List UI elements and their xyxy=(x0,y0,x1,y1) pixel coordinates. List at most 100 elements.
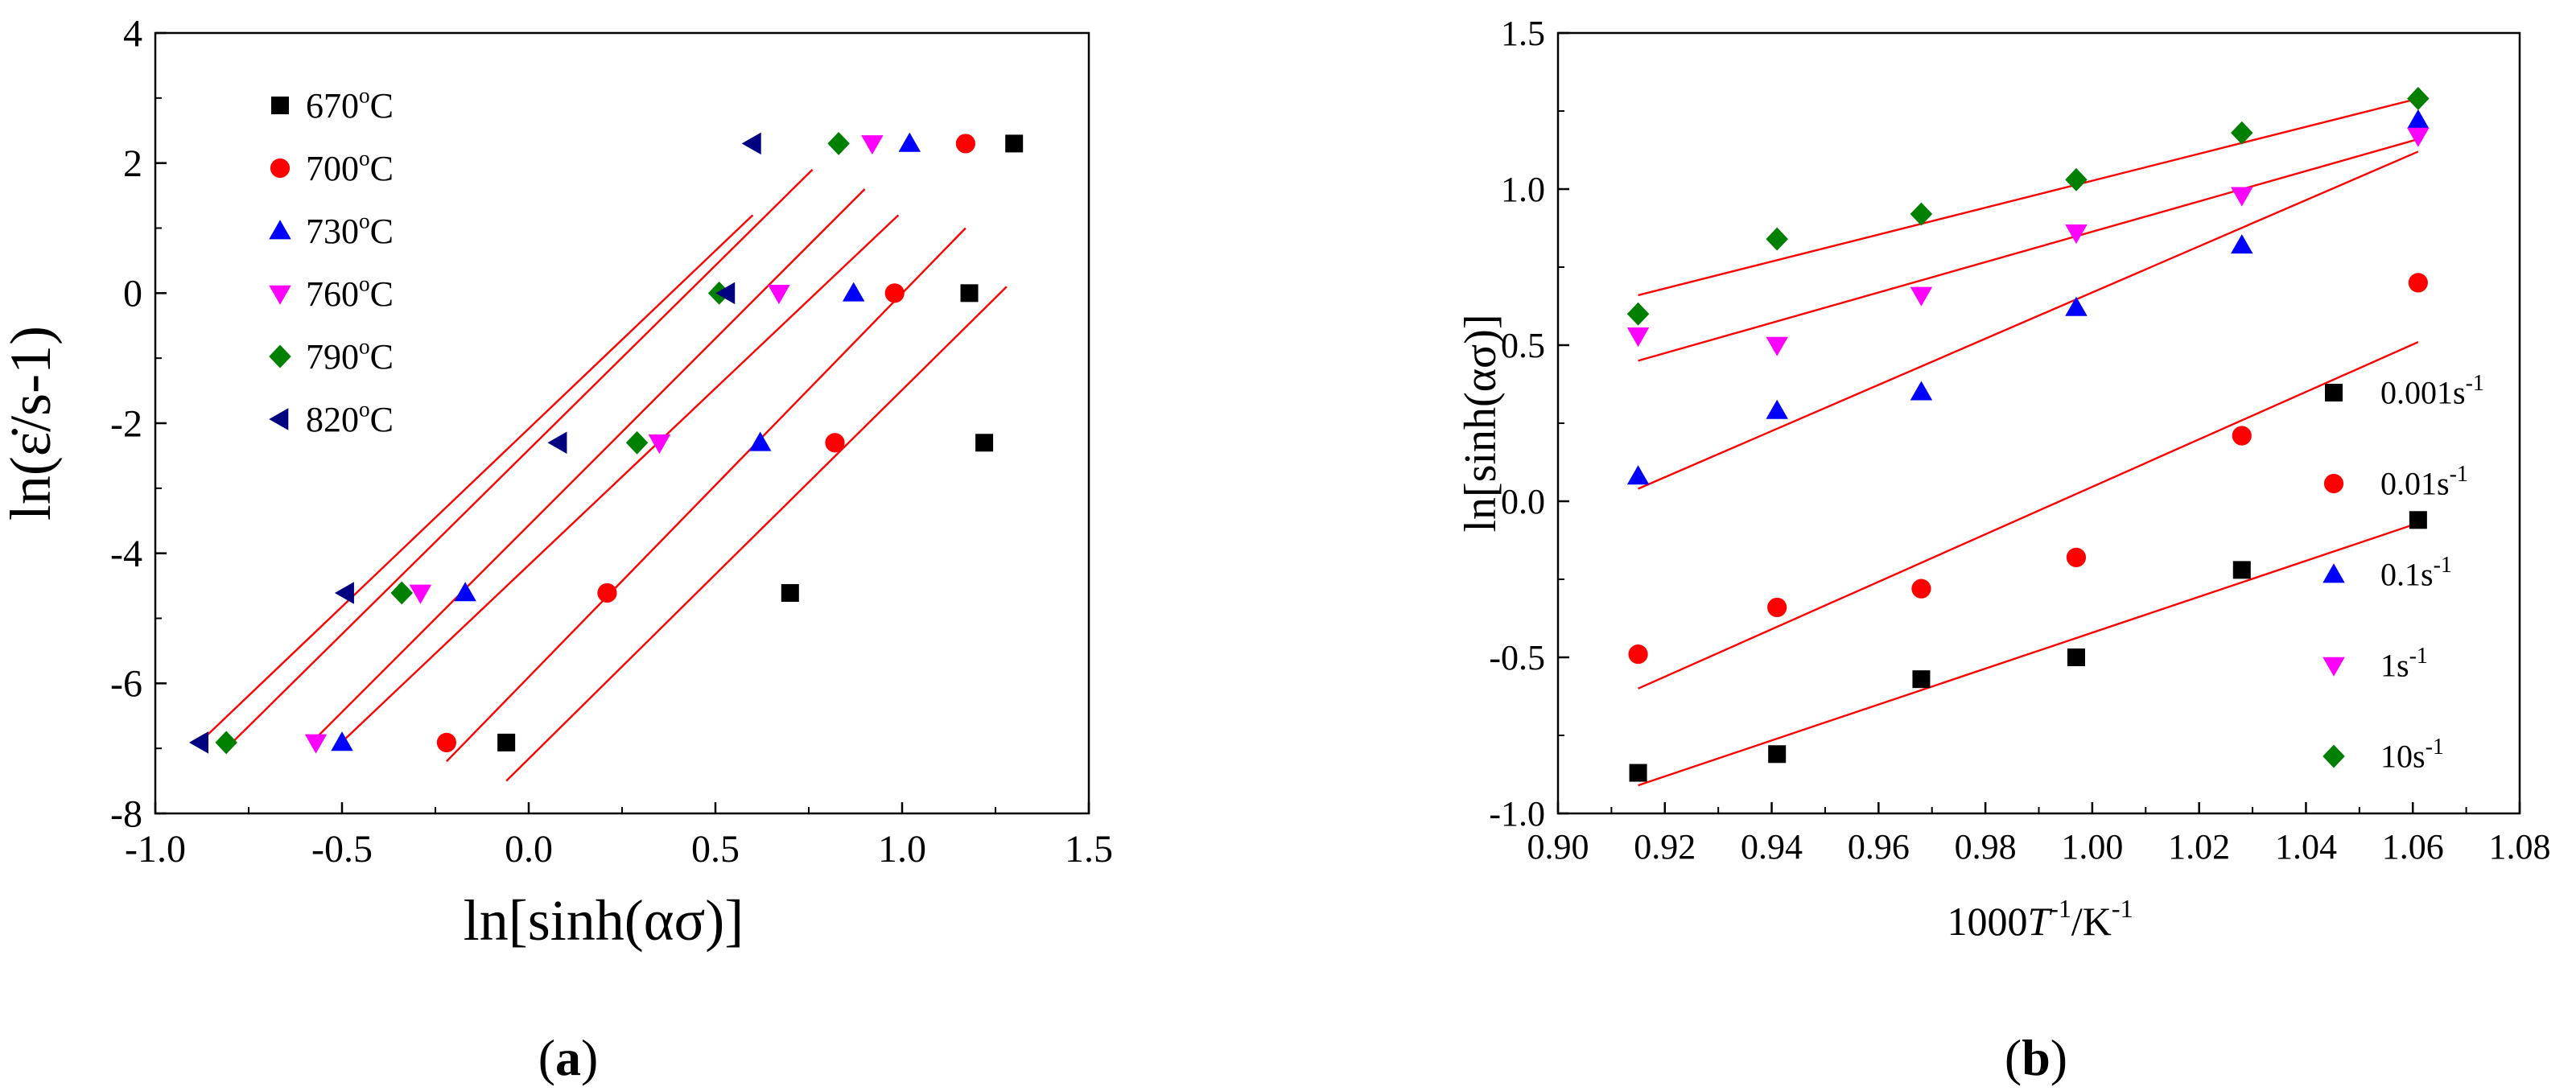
data-point-0_001s xyxy=(1768,745,1787,764)
y-tick-label: 0.5 xyxy=(1501,326,1545,365)
data-point-790 xyxy=(215,731,237,755)
y-tick-label: 0 xyxy=(123,273,142,315)
panel-b-caption: (b) xyxy=(2005,1029,2067,1086)
data-point-760 xyxy=(648,434,671,454)
data-point-700 xyxy=(955,134,975,154)
panel-b-x-axis-label: 1000T-1/K-1 xyxy=(1947,894,2133,944)
legend-marker-790 xyxy=(269,344,291,368)
data-point-700 xyxy=(884,283,905,303)
data-point-0_1s xyxy=(2065,296,2088,316)
y-tick-label: 1.0 xyxy=(1501,170,1545,209)
panel-a-data-points xyxy=(188,131,1024,755)
x-tick-label: 1.5 xyxy=(1065,828,1113,871)
x-tick-label: 0.94 xyxy=(1741,827,1803,867)
data-point-1s xyxy=(1766,336,1788,356)
y-tick-label: 1.5 xyxy=(1501,14,1545,53)
legend-label: 1s-1 xyxy=(2380,644,2428,684)
panel-a: -1.0 -0.5 0.0 0.5 1.0 1.5 -8 -6 -4 -2 0 2 4 670oC 700… xyxy=(0,12,1113,1086)
x-tick-label: 1.00 xyxy=(2061,827,2123,867)
legend-label: 700oC xyxy=(306,146,394,187)
x-tick-label: 0.0 xyxy=(505,828,553,871)
fit-line-1s xyxy=(1638,138,2419,362)
data-point-0_001s xyxy=(2232,561,2251,579)
y-tick-label: -6 xyxy=(110,663,142,706)
y-tick-label: -4 xyxy=(110,533,142,575)
data-point-730 xyxy=(331,731,353,751)
data-point-1s xyxy=(2407,127,2430,147)
panel-b-plot-frame xyxy=(1556,31,2521,815)
y-tick-label: 0.0 xyxy=(1501,482,1545,521)
x-tick-label: -1.0 xyxy=(125,828,186,871)
data-point-10s xyxy=(2065,167,2088,191)
legend-marker-0_001s xyxy=(2325,384,2343,401)
panel-b: 0.90 0.92 0.94 0.96 0.98 1.00 1.02 1.04 1.06 1.08… xyxy=(1456,14,2551,1086)
data-point-1s xyxy=(1626,327,1650,348)
legend-marker-760 xyxy=(269,285,291,305)
y-tick-label: -8 xyxy=(110,793,142,835)
data-point-10s xyxy=(1766,227,1788,251)
legend-label: 0.01s-1 xyxy=(2380,462,2468,502)
fit-line-0_01s xyxy=(1638,341,2419,690)
panel-a-axis-ticks: -1.0 -0.5 0.0 0.5 1.0 1.5 -8 -6 -4 -2 0 2 4 xyxy=(110,12,1113,871)
data-point-10s xyxy=(2407,87,2430,110)
data-point-670 xyxy=(975,434,994,452)
data-point-0_1s xyxy=(1766,399,1788,419)
y-tick-label: 2 xyxy=(123,142,142,185)
fit-line-0_001s xyxy=(1638,522,2419,787)
data-point-730 xyxy=(454,582,476,602)
data-point-790 xyxy=(390,581,413,605)
data-point-730 xyxy=(748,431,772,451)
panel-b-axis-ticks: 0.90 0.92 0.94 0.96 0.98 1.00 1.02 1.04 1.06 1.08… xyxy=(1489,14,2550,867)
data-point-0_01s xyxy=(1911,578,1931,599)
legend-label: 670oC xyxy=(306,83,394,125)
data-point-10s xyxy=(1910,202,1933,226)
x-tick-label: 1.02 xyxy=(2168,827,2230,867)
x-tick-label: -0.5 xyxy=(311,828,373,871)
data-point-700 xyxy=(597,583,617,603)
legend-marker-730 xyxy=(269,220,291,240)
panel-b-fit-lines xyxy=(1638,97,2419,787)
y-tick-label: -1.0 xyxy=(1489,794,1545,834)
data-point-790 xyxy=(625,430,649,455)
fit-line-0_1s xyxy=(1638,150,2419,490)
data-point-820 xyxy=(334,582,354,604)
panel-a-caption: (a) xyxy=(538,1029,599,1086)
data-point-0_1s xyxy=(2231,234,2253,254)
legend-marker-0_01s xyxy=(2323,473,2344,494)
data-point-820 xyxy=(715,282,736,305)
fit-line-790 xyxy=(225,168,814,750)
data-point-0_1s xyxy=(2407,109,2430,129)
data-point-760 xyxy=(768,285,790,305)
legend-marker-820 xyxy=(269,408,289,430)
fit-line-700 xyxy=(446,227,967,763)
data-point-700 xyxy=(436,732,457,752)
fit-line-760 xyxy=(311,188,866,743)
legend-label: 0.1s-1 xyxy=(2380,553,2452,593)
panel-a-y-axis-label: ln(ε̇/s-1) xyxy=(0,326,63,521)
legend-marker-700 xyxy=(270,158,291,179)
fit-line-820 xyxy=(199,214,754,743)
x-tick-label: 1.08 xyxy=(2489,827,2551,867)
data-point-820 xyxy=(188,731,208,754)
panel-b-data-points xyxy=(1626,87,2430,782)
x-tick-label: 0.98 xyxy=(1955,827,2017,867)
panel-b-y-axis-label: ln[sinh(ασ)] xyxy=(1456,314,1506,532)
panel-a-legend: 670oC 700oC 730oC 760oC 790oC 820oC xyxy=(269,83,394,439)
data-point-670 xyxy=(1005,134,1024,153)
fit-line-10s xyxy=(1638,97,2419,297)
legend-marker-0_1s xyxy=(2323,563,2345,583)
legend-label: 730oC xyxy=(306,208,394,250)
data-point-820 xyxy=(547,431,567,454)
data-point-0_001s xyxy=(1912,670,1931,689)
legend-label: 10s-1 xyxy=(2380,735,2444,775)
y-tick-label: -0.5 xyxy=(1489,638,1545,677)
data-point-1s xyxy=(1910,286,1933,307)
data-point-670 xyxy=(960,284,979,303)
data-point-10s xyxy=(1626,302,1650,326)
data-point-730 xyxy=(842,282,865,302)
x-tick-label: 0.5 xyxy=(691,828,740,871)
data-point-760 xyxy=(409,584,432,604)
data-point-1s xyxy=(2231,187,2253,207)
data-point-0_01s xyxy=(2232,426,2252,446)
data-point-0_001s xyxy=(1629,764,1647,782)
